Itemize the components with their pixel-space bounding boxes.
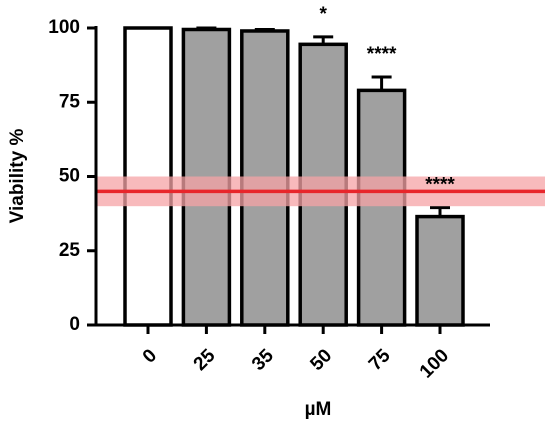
y-tick-label: 75 — [59, 91, 81, 112]
y-tick-label: 25 — [59, 240, 81, 261]
y-axis-label: Viability % — [7, 129, 28, 224]
x-tick-label: 35 — [248, 345, 278, 375]
y-tick-label: 0 — [69, 314, 80, 335]
y-tick-label: 50 — [59, 166, 80, 187]
x-tick-label: 100 — [416, 345, 453, 382]
x-tick-label: 50 — [306, 345, 336, 375]
significance-label: **** — [425, 175, 455, 196]
x-tick-label: 75 — [365, 345, 395, 375]
bar — [356, 88, 407, 327]
significance-label: **** — [367, 44, 397, 65]
x-axis-label: µM — [305, 399, 332, 420]
significance-label: * — [319, 4, 327, 25]
y-tick-label: 100 — [48, 17, 80, 38]
x-tick-label: 0 — [139, 345, 161, 367]
bar — [415, 214, 465, 327]
x-tick-label: 25 — [190, 345, 220, 375]
